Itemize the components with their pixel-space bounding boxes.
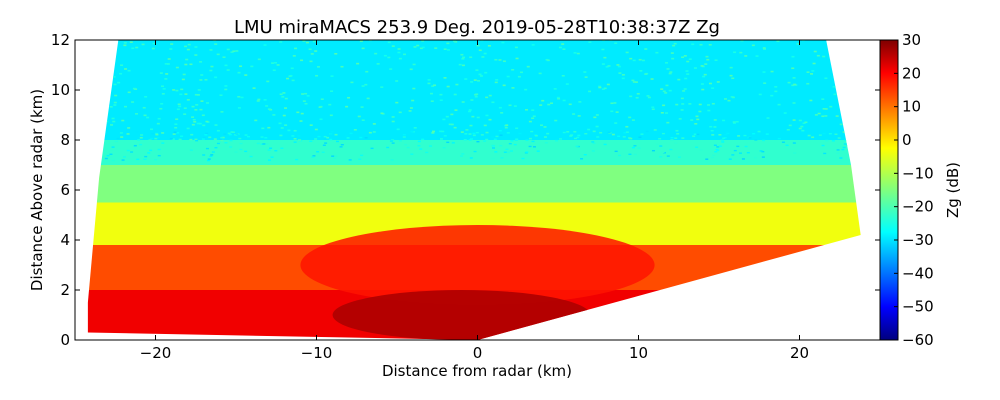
colorbar-tick-label: −60 [902,331,934,349]
x-axis: −20 −10 0 10 20 [140,40,809,362]
colorbar-gradient [879,39,899,341]
colorbar: 30 20 10 0 −10 −20 −30 −40 −50 −60 Zg (dB) [879,31,962,349]
colorbar-tick-label: 30 [902,31,921,49]
y-tick-label: 4 [60,231,70,249]
colorbar-tick-label: −30 [902,231,934,249]
y-tick-label: 12 [51,31,70,49]
colorbar-tick-label: −10 [902,164,934,182]
chart-title: LMU miraMACS 253.9 Deg. 2019-05-28T10:38… [234,17,720,38]
x-tick-label: 10 [629,344,648,362]
colorbar-label: Zg (dB) [944,162,962,218]
y-tick-label: 8 [60,131,70,149]
x-axis-label: Distance from radar (km) [382,362,572,380]
colorbar-tick-label: −40 [902,264,934,282]
x-tick-label: 20 [790,344,809,362]
y-axis: 0 2 4 6 8 10 12 [51,31,880,349]
y-axis-label: Distance Above radar (km) [28,89,46,291]
colorbar-tick-label: 0 [902,131,912,149]
radar-sector [87,40,861,340]
x-tick-label: −10 [301,344,333,362]
colorbar-tick-label: −50 [902,298,934,316]
reflectivity-layer-sparse [87,40,861,140]
colorbar-tick-label: −20 [902,198,934,216]
x-tick-label: 0 [473,344,483,362]
y-tick-label: 2 [60,281,70,299]
plot-area [87,40,861,340]
reflectivity-layer-upper [87,165,861,203]
reflectivity-core-strong [332,290,591,340]
colorbar-tick-label: 10 [902,98,921,116]
reflectivity-core [300,225,655,305]
colorbar-tick-label: 20 [902,64,921,82]
x-tick-label: −20 [140,344,172,362]
colorbar-ticks: 30 20 10 0 −10 −20 −30 −40 −50 −60 [894,31,934,349]
sparse-echo-specks [91,40,861,162]
reflectivity-layer-cloud-top [87,140,861,165]
y-tick-label: 0 [60,331,70,349]
y-tick-label: 6 [60,181,70,199]
y-tick-label: 10 [51,81,70,99]
